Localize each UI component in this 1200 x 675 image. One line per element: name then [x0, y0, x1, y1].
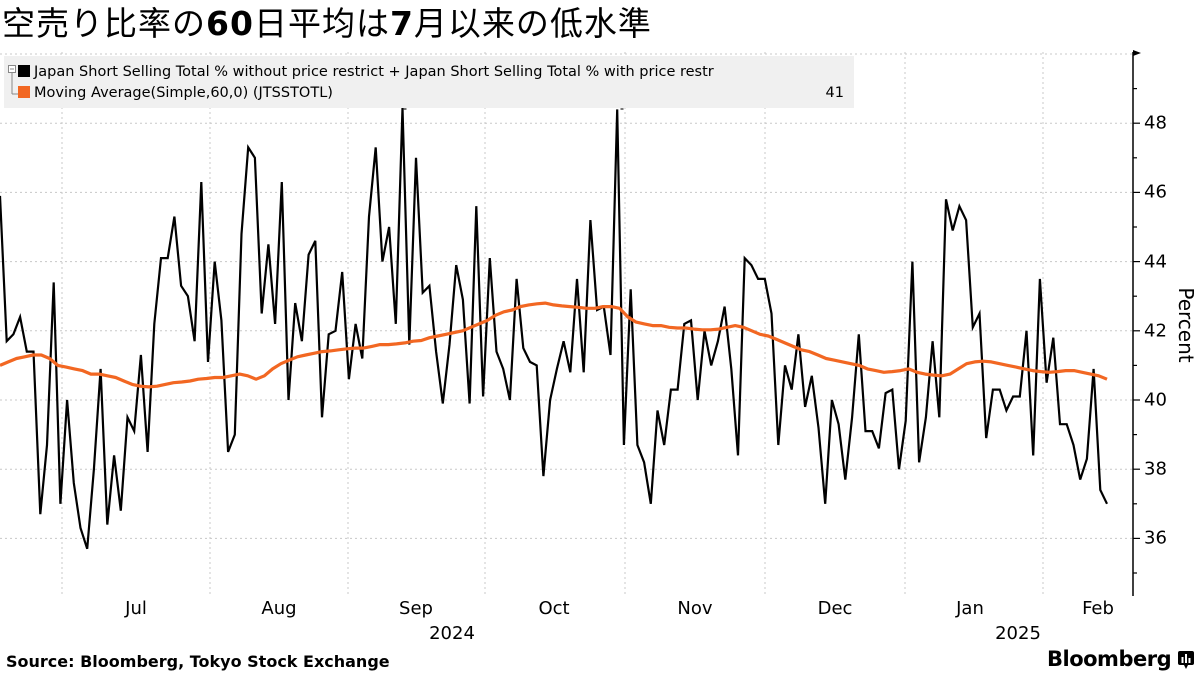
y-tick-label: 48 [1144, 112, 1167, 134]
y-tick-label: 46 [1144, 181, 1167, 203]
y-tick-label: 38 [1144, 458, 1167, 480]
legend-last-value: 41 [825, 85, 844, 101]
x-month-label: Jul [125, 598, 147, 619]
moving-average-line [0, 301, 1108, 389]
y-tick-label: 40 [1144, 389, 1167, 411]
legend-label-moving-average: Moving Average(Simple,60,0) (JTSSTOTL) [34, 85, 333, 101]
legend-label-short-selling: Japan Short Selling Total % without pric… [34, 64, 714, 80]
x-month-label: Oct [538, 598, 570, 619]
title-text-2: 日平均は [253, 4, 390, 43]
x-month-label: Feb [1082, 598, 1114, 619]
legend-item-moving-average[interactable]: Moving Average(Simple,60,0) (JTSSTOTL) [18, 83, 333, 103]
chart-legend: Japan Short Selling Total % without pric… [4, 56, 854, 108]
y-axis-line [1132, 50, 1141, 596]
short-selling-ratio-line [0, 107, 1108, 550]
x-month-label: Sep [399, 598, 433, 619]
x-month-label: Nov [677, 598, 713, 619]
title-text-1: 空売り比率の [2, 4, 206, 43]
title-number-60: 60 [206, 4, 254, 43]
y-axis-label: Percent [1174, 287, 1198, 363]
x-year-label: 2024 [429, 623, 475, 644]
collapse-tree-icon[interactable] [8, 65, 18, 99]
y-tick-label: 42 [1144, 320, 1167, 342]
x-month-label: Dec [817, 598, 853, 619]
y-tick-label: 44 [1144, 251, 1167, 273]
title-text-3: 月以来の低水準 [413, 4, 652, 43]
x-month-label: Aug [261, 598, 297, 619]
legend-swatch-orange-icon [18, 86, 30, 98]
x-month-label: Jan [956, 598, 984, 619]
x-year-label: 2025 [995, 623, 1041, 644]
bloomberg-chart-icon [1178, 651, 1194, 669]
source-note: Source: Bloomberg, Tokyo Stock Exchange [6, 652, 390, 671]
legend-swatch-black-icon [18, 65, 30, 77]
y-tick-label: 36 [1144, 527, 1167, 549]
legend-item-short-selling[interactable]: Japan Short Selling Total % without pric… [18, 62, 714, 82]
gridlines [0, 52, 1133, 596]
chart-title: 空売り比率の60日平均は7月以来の低水準 [2, 2, 652, 46]
title-number-7: 7 [389, 4, 414, 43]
bloomberg-logo: Bloomberg [1047, 647, 1172, 671]
